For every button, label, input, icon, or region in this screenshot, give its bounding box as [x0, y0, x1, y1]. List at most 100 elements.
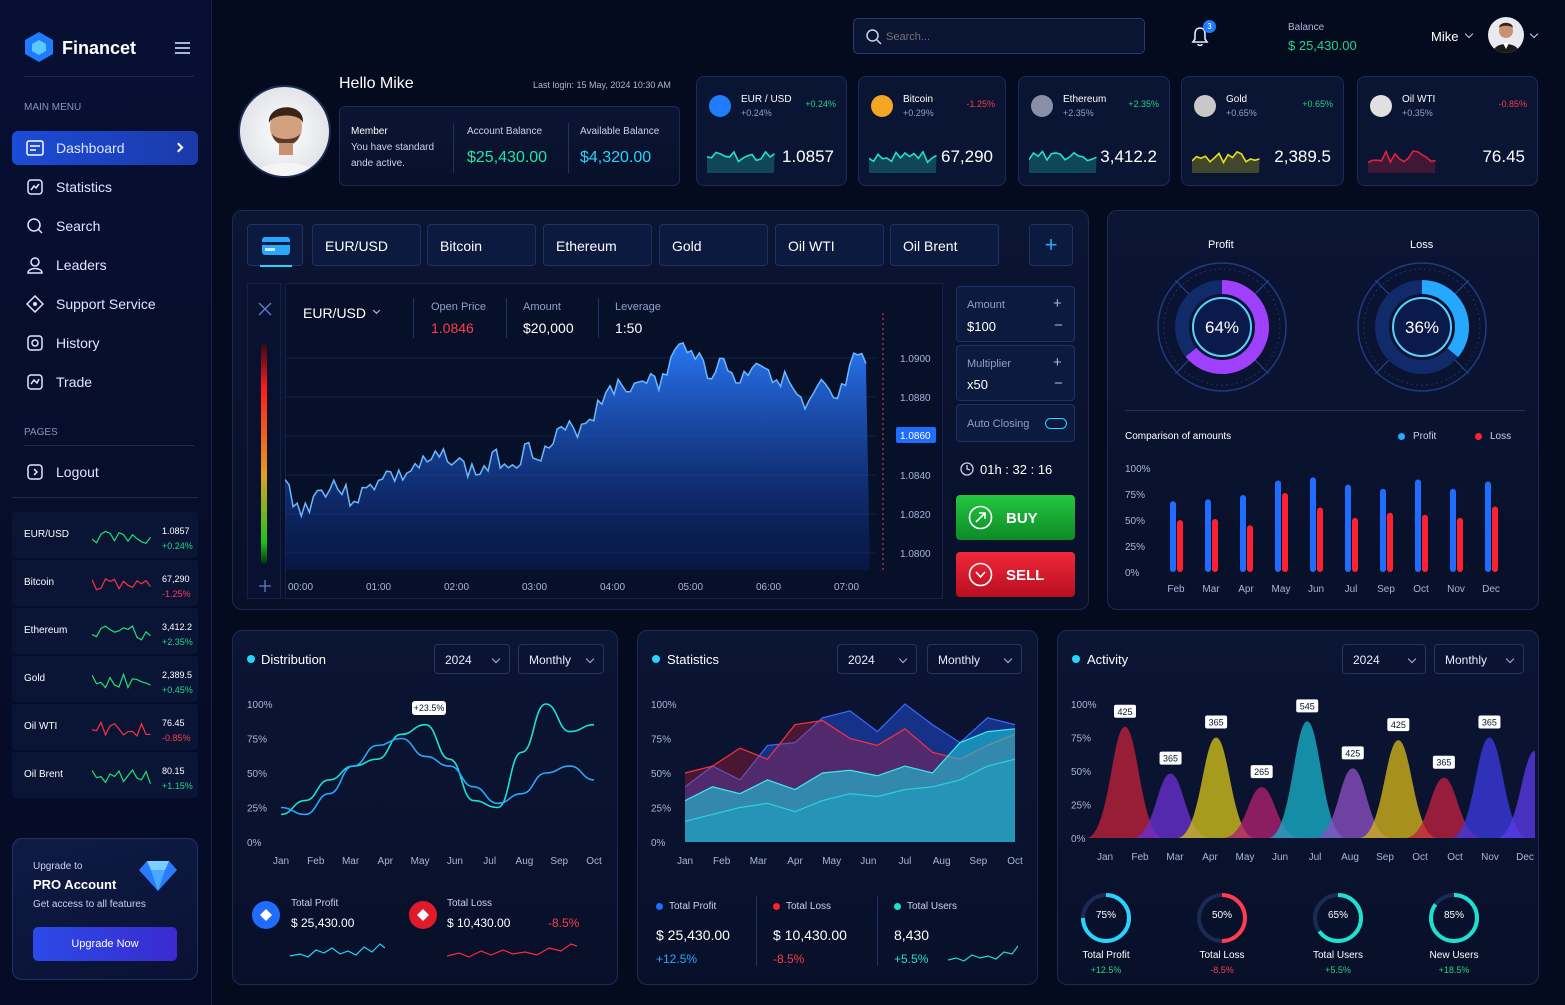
chevron-down-icon[interactable] — [1529, 29, 1539, 39]
notification-bell-icon[interactable]: 3 — [1188, 20, 1216, 48]
trade-tab[interactable]: EUR/USD — [312, 224, 421, 266]
add-tab-button[interactable]: + — [1029, 224, 1073, 266]
menu-toggle-icon[interactable] — [175, 42, 190, 54]
market-row[interactable]: Ethereum 3,412.2 +2.35% — [12, 608, 198, 654]
sidebar-item-search[interactable]: Search — [12, 209, 198, 243]
sidebar-item-dashboard[interactable]: Dashboard — [12, 131, 198, 165]
market-row[interactable]: Oil Brent 80.15 +1.15% — [12, 752, 198, 798]
chart-toolbar — [247, 283, 281, 599]
ring-label: New Users — [1429, 950, 1479, 961]
notification-badge: 3 — [1203, 20, 1216, 33]
x-tick: Jan — [273, 856, 289, 867]
sell-label: SELL — [1006, 567, 1045, 584]
x-tick: Jun — [1272, 852, 1288, 863]
ticker-card[interactable]: Gold +0.65% +0.65% 2,389.5 — [1181, 76, 1344, 186]
peak-label: 425 — [1391, 720, 1406, 730]
statistics-chart: 100% 75% 50% 25% 0% Jan Feb Mar Apr May Jun Jul Aug S… — [651, 700, 1023, 867]
loss-bar — [1247, 525, 1253, 572]
multiplier-stepper[interactable]: Multiplier x50 + − — [956, 345, 1075, 401]
x-tick: Aug — [1341, 852, 1359, 863]
pair-select[interactable]: EUR/USD — [303, 305, 367, 321]
loss-bar — [1212, 518, 1218, 572]
activity-period-select[interactable]: Monthly — [1434, 644, 1524, 674]
sidebar-item-statistics[interactable]: Statistics — [12, 170, 198, 204]
chevron-down-icon[interactable] — [1464, 29, 1474, 39]
activity-year-select[interactable]: 2024 — [1342, 644, 1426, 674]
y-tick: 50% — [651, 769, 671, 780]
logout-button[interactable]: Logout — [12, 455, 198, 489]
trade-tab[interactable]: Bitcoin — [427, 224, 536, 266]
card-icon-tab[interactable] — [247, 224, 303, 267]
statistics-period-select[interactable]: Monthly — [927, 644, 1022, 674]
ticker-sparkline — [1192, 150, 1260, 173]
ring-label: Total Users — [1312, 950, 1363, 961]
auto-closing-toggle[interactable] — [1045, 418, 1067, 429]
ring-change: +12.5% — [1090, 965, 1122, 975]
market-change: -0.85% — [162, 733, 191, 743]
comparison-title: Comparison of amounts — [1125, 431, 1232, 442]
ring-value: 85% — [1443, 910, 1464, 921]
divider — [568, 123, 569, 173]
user-name[interactable]: Mike — [1431, 29, 1459, 44]
minus-icon[interactable]: − — [1054, 317, 1063, 334]
market-row[interactable]: Bitcoin 67,290 -1.25% — [12, 560, 198, 606]
sidebar-item-support[interactable]: Support Service — [12, 287, 198, 321]
plus-icon[interactable]: + — [1053, 354, 1062, 371]
market-change: +0.45% — [162, 685, 193, 695]
crosshair-icon[interactable] — [257, 578, 273, 594]
ticker-card[interactable]: Oil WTI +0.35% -0.85% 76.45 — [1357, 76, 1538, 186]
status-dot — [652, 655, 660, 663]
ticker-card[interactable]: EUR / USD +0.24% +0.24% 1.0857 — [696, 76, 847, 186]
ring-arc — [1197, 893, 1247, 943]
search-bar[interactable] — [853, 18, 1145, 54]
ring-label: Total Profit — [1082, 950, 1130, 961]
sell-button[interactable]: SELL — [956, 552, 1075, 597]
market-row[interactable]: Oil WTI 76.45 -0.85% — [12, 704, 198, 750]
plus-icon[interactable]: + — [1053, 295, 1062, 312]
open-price: 1.0846 — [431, 320, 474, 336]
ticker-card[interactable]: Ethereum +2.35% +2.35% 3,412.2 — [1018, 76, 1170, 186]
trade-tab[interactable]: Oil Brent — [890, 224, 999, 266]
upgrade-now-button[interactable]: Upgrade Now — [33, 927, 177, 961]
sidebar-item-history[interactable]: History — [12, 326, 198, 360]
activity-peak — [1496, 750, 1535, 838]
x-tick: Jul — [483, 856, 496, 867]
statistics-year-select[interactable]: 2024 — [837, 644, 917, 674]
ticker-card[interactable]: Bitcoin +0.29% -1.25% 67,290 — [858, 76, 1006, 186]
amount-label: Amount — [523, 301, 561, 313]
annotation-box — [412, 701, 446, 715]
distribution-year-select[interactable]: 2024 — [434, 644, 510, 674]
divider — [24, 76, 194, 77]
clock-icon — [960, 462, 974, 476]
ring-change: -8.5% — [1210, 965, 1234, 975]
member-text: ande active. — [351, 158, 405, 169]
distribution-period-select[interactable]: Monthly — [518, 644, 604, 674]
ticker-change: -0.85% — [1498, 99, 1527, 109]
x-tick: Sep — [1377, 584, 1395, 595]
buy-button[interactable]: BUY — [956, 495, 1075, 540]
legend-profit: Profit — [1413, 431, 1437, 442]
sidebar-item-leaders[interactable]: Leaders — [12, 248, 198, 282]
market-row[interactable]: EUR/USD 1.0857 +0.24% — [12, 512, 198, 558]
series-line — [684, 728, 1016, 802]
ring-change: +18.5% — [1438, 965, 1470, 975]
trade-tab[interactable]: Gold — [659, 224, 768, 266]
price-chart: 1.0900 1.0880 1.0860 1.0840 1.0820 1.0800 1.08… — [285, 313, 936, 593]
sidebar-item-trade[interactable]: Trade — [12, 365, 198, 399]
collapse-icon[interactable] — [258, 302, 272, 316]
trade-tab[interactable]: Ethereum — [543, 224, 652, 266]
trade-tab[interactable]: Oil WTI — [775, 224, 884, 266]
search-input[interactable] — [886, 27, 1126, 47]
legend-dot — [656, 903, 663, 910]
activity-peak — [1086, 726, 1164, 838]
amount-stepper[interactable]: Amount $100 + − — [956, 286, 1075, 342]
profit-bar — [1450, 488, 1456, 572]
ring-arc — [1429, 893, 1479, 943]
avatar[interactable] — [1488, 17, 1524, 53]
series-line — [280, 737, 595, 816]
x-tick: May — [1272, 584, 1291, 595]
minus-icon[interactable]: − — [1054, 375, 1063, 392]
loss-bar — [1282, 492, 1288, 572]
market-row[interactable]: Gold 2,389.5 +0.45% — [12, 656, 198, 702]
activity-peak — [1131, 773, 1210, 838]
